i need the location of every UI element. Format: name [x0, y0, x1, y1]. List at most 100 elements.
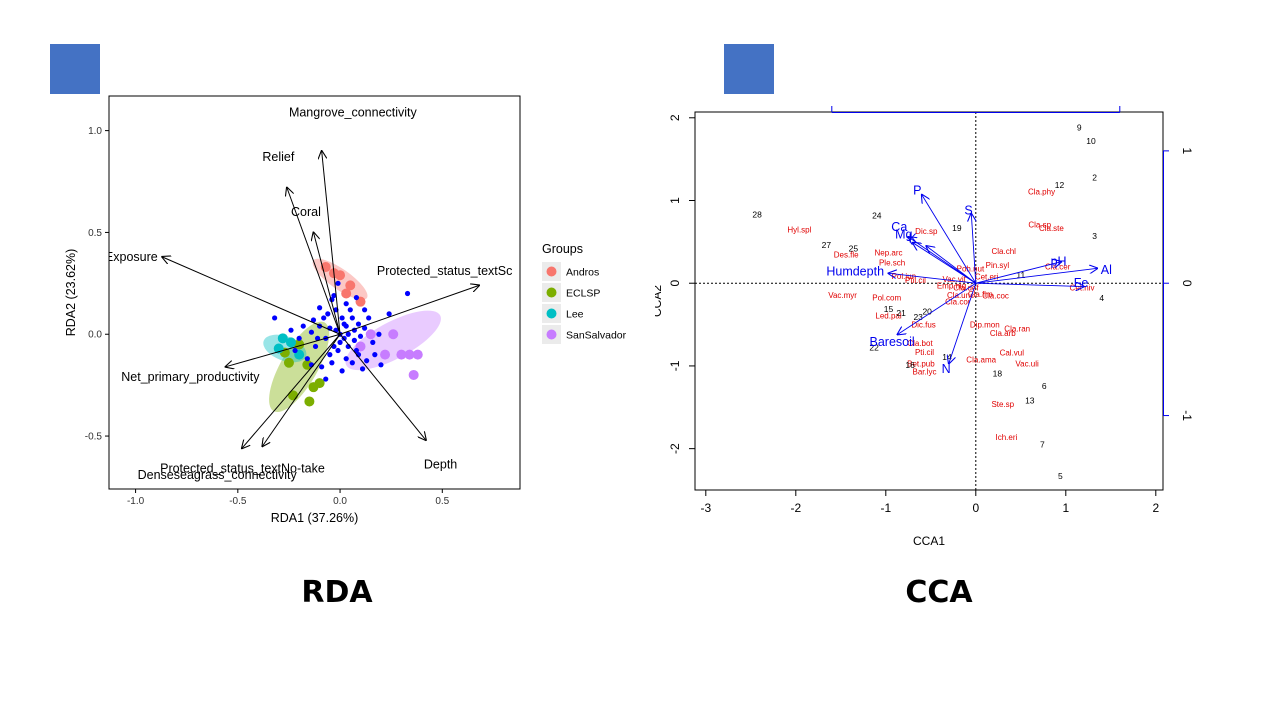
cca-vector-label: Humdepth: [826, 265, 884, 279]
rda-vector-arrow: [162, 257, 341, 335]
cca-species-label: Bar.lyc: [912, 368, 936, 377]
cca-x-tick-label: -3: [700, 501, 711, 515]
rda-vector-label: Coral: [291, 205, 321, 219]
site-point: [327, 352, 333, 358]
group-point-sansalvador: [408, 369, 419, 380]
cca-site-label: 21: [896, 308, 906, 318]
rda-legend-label: ECLSP: [566, 288, 600, 300]
rda-y-tick-label: -0.5: [85, 432, 103, 443]
cca-vector-label: pH: [1051, 255, 1067, 269]
rda-x-tick-label: 0.0: [333, 496, 347, 507]
cca-species-label: Pin.syl: [986, 261, 1010, 270]
cca-site-label: 3: [1092, 231, 1097, 241]
rda-legend-swatch: [546, 266, 557, 277]
cca-site-label: 28: [752, 210, 762, 220]
cca-species-label: Dic.sp: [915, 227, 938, 236]
rda-vector-label: Protected_status_textNo-take: [160, 462, 325, 476]
cca-species-label: Cla.def: [953, 283, 979, 292]
cca-y-tick-label: 0: [668, 280, 682, 287]
cca-x-axis-label: CCA1: [913, 534, 945, 548]
cca-species-label: Vac.uli: [1015, 359, 1039, 368]
cca-y-tick-label: -2: [668, 443, 682, 454]
rda-x-axis-label: RDA1 (37.26%): [271, 511, 359, 525]
cca-species-label: Cla.chl: [991, 247, 1016, 256]
cca-site-label: 4: [1099, 293, 1104, 303]
rda-vector-label: Mangrove_connectivity: [289, 105, 418, 119]
cca-site-label: 27: [822, 240, 832, 250]
group-point-sansalvador: [412, 349, 423, 360]
rda-vector-label: Exposure: [105, 250, 158, 264]
rda-x-tick-label: 0.5: [435, 496, 449, 507]
site-point: [349, 315, 355, 321]
group-point-sansalvador: [388, 329, 399, 340]
cca-species-label: Pol.jun: [892, 272, 916, 281]
cca-vector-label: Mg: [895, 227, 912, 241]
cca-right-tick-label: 1: [1180, 148, 1194, 155]
cca-vector-label: S: [964, 203, 972, 217]
rda-legend-swatch: [546, 329, 557, 340]
cca-vector-arrow: [889, 273, 976, 284]
rda-vector-labels: Mangrove_connectivity Relief Coral Exposure…: [105, 105, 512, 481]
site-point: [312, 343, 319, 350]
cca-species-label: Cla.unc: [947, 291, 974, 300]
site-point: [386, 311, 392, 317]
site-point: [349, 360, 355, 366]
site-point: [335, 347, 341, 354]
site-point: [335, 280, 341, 286]
site-point: [345, 331, 351, 337]
cca-species-label: Emp.nig: [937, 282, 966, 291]
cca-species-label: Dip.mon: [970, 321, 1000, 330]
cca-site-label: 7: [1040, 440, 1045, 450]
rda-plot-frame: [108, 95, 521, 490]
cca-species-label: Vac.myr: [828, 291, 857, 300]
group-point-andros: [341, 288, 352, 299]
cca-x-tick-label: -2: [790, 501, 801, 515]
cca-species-label: Cal.vul: [1000, 349, 1025, 358]
cca-y-tick-label: -1: [668, 360, 682, 371]
rda-legend-swatch: [546, 287, 557, 298]
cca-site-label: 5: [1058, 471, 1063, 481]
site-point: [296, 335, 302, 341]
cca-species-label: Cla.ste: [1039, 224, 1064, 233]
cca-vector-label: P: [913, 184, 921, 198]
cca-vector-arrow: [922, 195, 977, 284]
cca-y-tick-label: 1: [668, 197, 682, 204]
site-point: [300, 323, 306, 329]
cca-species-label: Cla.ama: [966, 355, 996, 364]
rda-caption: RDA: [301, 575, 373, 610]
cca-site-label: 12: [1055, 180, 1065, 190]
group-point-eclsp: [302, 359, 313, 370]
cca-species-label: Cla.cor: [945, 297, 971, 306]
cca-vector-label: Fe: [1074, 276, 1089, 290]
rda-chart: Mangrove_connectivity Relief Coral Exposure…: [64, 95, 627, 525]
cca-site-label: 14: [942, 352, 952, 362]
site-point: [353, 347, 360, 354]
site-point: [304, 356, 310, 362]
cca-vector-arrow: [975, 262, 1062, 284]
group-point-sansalvador: [404, 349, 415, 360]
rda-vector-arrow: [262, 333, 341, 446]
cca-vector-label: Al: [1101, 263, 1112, 277]
cca-species-label: Cla.fim: [968, 290, 993, 299]
site-point: [317, 305, 323, 311]
accent-square-left: [50, 44, 100, 94]
rda-vector-arrow: [287, 188, 341, 335]
site-point: [370, 339, 376, 345]
site-point: [319, 364, 325, 370]
cca-species-label: Dic.fus: [911, 321, 935, 330]
cca-chart: -3 -2 -1 0 1 2-2-101210-1CCA1CCA2Cla.phyCla.s…: [655, 106, 1194, 548]
site-point: [343, 356, 349, 362]
rda-x-tick-label: -1.0: [127, 496, 145, 507]
site-point: [292, 347, 298, 354]
cca-site-label: 23: [913, 312, 923, 322]
site-point: [321, 315, 327, 321]
cca-species-label: Pti.cil: [915, 348, 934, 357]
cca-site-label: 24: [872, 210, 882, 220]
group-point-eclsp: [304, 396, 315, 407]
rda-y-tick-label: 0.5: [88, 228, 102, 239]
rda-vector-label: Depth: [424, 458, 457, 472]
rda-y-tick-label: 0.0: [88, 330, 102, 341]
cca-species-label: Cla.sp: [1028, 220, 1051, 229]
group-point-andros: [345, 280, 356, 291]
group-point-lee: [277, 333, 288, 344]
